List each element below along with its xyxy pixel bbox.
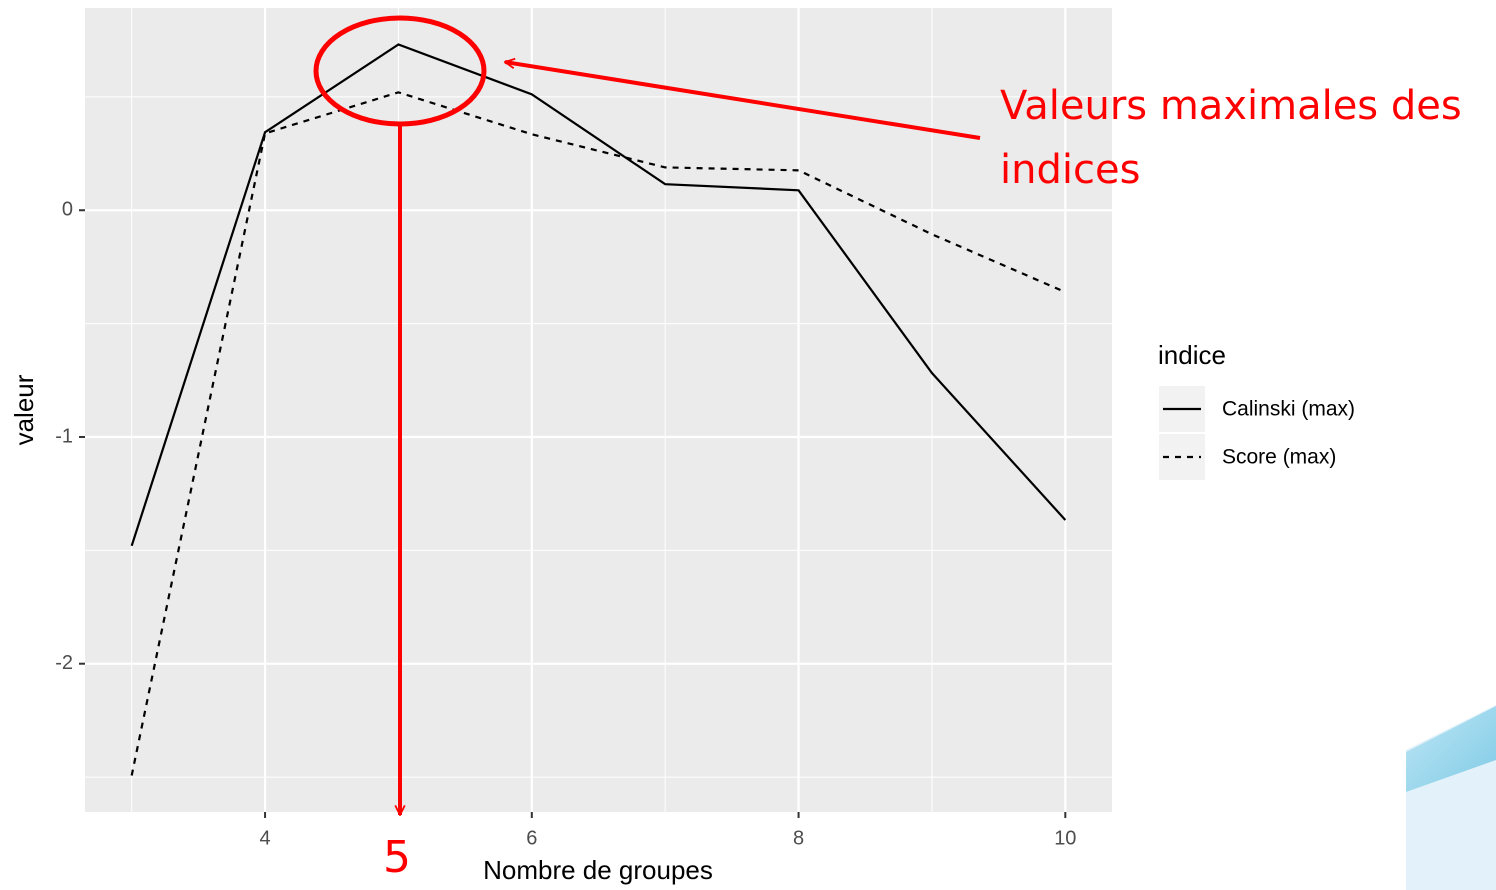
legend-title: indice xyxy=(1158,340,1226,370)
callout-text: indices xyxy=(1000,147,1140,193)
plot-panel xyxy=(85,8,1112,812)
highlight-ellipse xyxy=(313,15,487,127)
legend-label: Score (max) xyxy=(1222,446,1336,469)
y-tick-label: -2 xyxy=(55,652,73,674)
x-tick-label: 8 xyxy=(793,827,804,849)
decoration xyxy=(1406,706,1496,792)
x-tick-label: 4 xyxy=(259,827,270,849)
x-marker-label: 5 xyxy=(383,832,411,883)
x-tick-label: 6 xyxy=(526,827,537,849)
x-axis-title: Nombre de groupes xyxy=(483,855,713,885)
data-line xyxy=(130,43,1067,547)
legend-label: Calinski (max) xyxy=(1222,398,1355,421)
y-tick-label: -1 xyxy=(55,425,73,447)
y-tick-label: 0 xyxy=(62,199,73,221)
x-tick-label: 10 xyxy=(1054,827,1076,849)
y-axis-title: valeur xyxy=(9,374,39,445)
callout-text: Valeurs maximales des xyxy=(1000,83,1462,129)
callout-arrow xyxy=(505,62,981,140)
